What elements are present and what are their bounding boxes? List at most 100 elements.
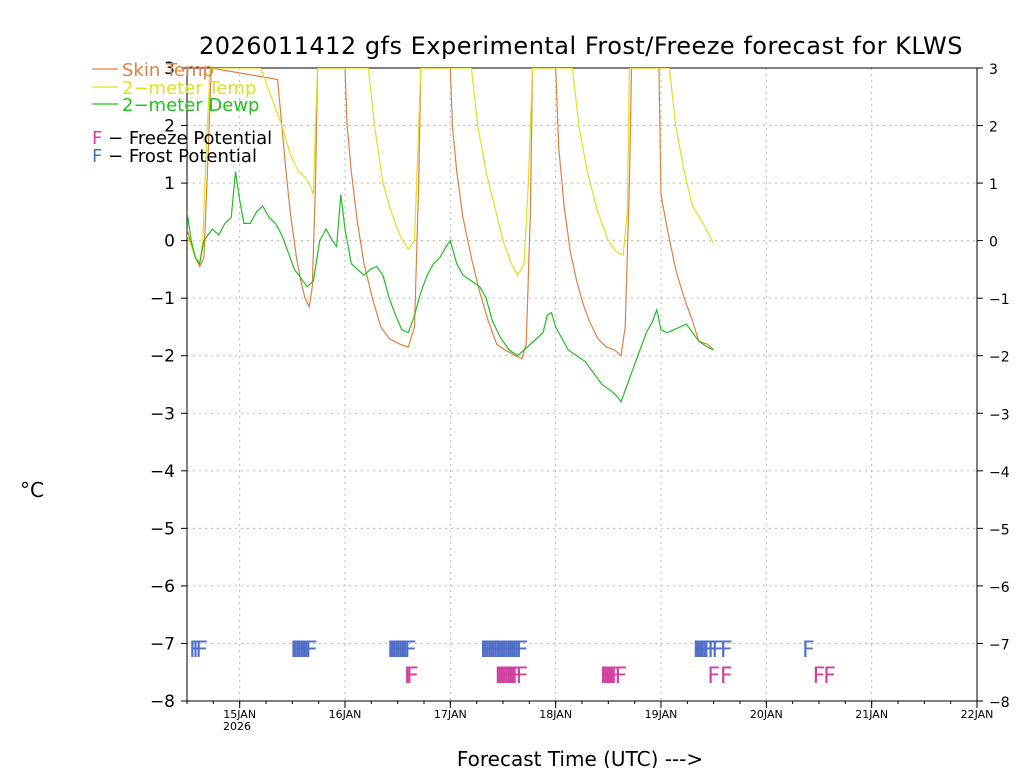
frost-flag: F bbox=[292, 638, 305, 663]
frost-flag: F bbox=[701, 638, 714, 663]
legend-2m-temp: 2−meter Temp bbox=[122, 78, 256, 99]
frost-flag: F bbox=[482, 638, 495, 663]
frost-flag: F bbox=[400, 638, 413, 663]
freeze-flag: F bbox=[503, 664, 516, 689]
y-tick-label-right: −4 bbox=[989, 465, 1010, 481]
y-tick-label: −6 bbox=[150, 577, 175, 597]
frost-flag: F bbox=[484, 638, 497, 663]
frost-flag: F bbox=[490, 638, 503, 663]
frost-flag: F bbox=[398, 638, 411, 663]
frost-flag: F bbox=[189, 638, 202, 663]
y-tick-label-right: 3 bbox=[989, 62, 998, 78]
y-tick-label: −2 bbox=[150, 347, 175, 367]
frost-flag: F bbox=[712, 638, 725, 663]
y-tick-labels-right: 3 2 1 0 −1 −2 −3 −4 −5 −6 −7 −8 bbox=[989, 62, 1010, 711]
y-tick-label: −3 bbox=[150, 404, 175, 424]
x-tick-label: 19JAN bbox=[645, 708, 678, 721]
frost-flag: F bbox=[486, 638, 499, 663]
frost-flag: F bbox=[697, 638, 710, 663]
frost-flag: F bbox=[699, 638, 712, 663]
y-tick-label: −4 bbox=[150, 462, 175, 482]
y-tick-label-right: −8 bbox=[989, 695, 1010, 711]
freeze-flag: F bbox=[707, 664, 720, 689]
frost-flag: F bbox=[404, 638, 417, 663]
x-tick-label: 17JAN bbox=[434, 708, 467, 721]
y-tick-label-right: −1 bbox=[989, 292, 1010, 308]
frost-flag: F bbox=[516, 638, 529, 663]
frost-flag: F bbox=[492, 638, 505, 663]
axis-ticks bbox=[181, 67, 983, 708]
freeze-flag: F bbox=[505, 664, 518, 689]
x-tick-label: 18JAN bbox=[539, 708, 572, 721]
frost-flag: F bbox=[707, 638, 720, 663]
frost-flag: F bbox=[495, 638, 508, 663]
freeze-flag: F bbox=[606, 664, 619, 689]
freeze-flag: F bbox=[404, 664, 417, 689]
y-tick-label: −7 bbox=[150, 634, 175, 654]
series-2m-dewp bbox=[187, 171, 714, 404]
frost-flag: F bbox=[501, 638, 514, 663]
freeze-flag: F bbox=[511, 664, 524, 689]
chart-title: 2026011412 gfs Experimental Frost/Freeze… bbox=[199, 32, 963, 60]
legend-skin-temp: Skin Temp bbox=[122, 60, 214, 81]
frost-flag: F bbox=[303, 638, 316, 663]
frost-flag: F bbox=[488, 638, 501, 663]
freeze-flag: F bbox=[608, 664, 621, 689]
frost-flag: F bbox=[802, 638, 815, 663]
legend-2m-dewp: 2−meter Dewp bbox=[122, 95, 259, 116]
frost-flag: F bbox=[391, 638, 404, 663]
frost-flag: F bbox=[301, 638, 314, 663]
series-lines bbox=[187, 68, 715, 404]
frost-flag: F bbox=[514, 638, 527, 663]
frost-flag: F bbox=[693, 638, 706, 663]
freeze-flag: F bbox=[507, 664, 520, 689]
year-label: 2026 bbox=[223, 720, 251, 733]
freeze-flag: F bbox=[602, 664, 615, 689]
freeze-flag: F bbox=[497, 664, 510, 689]
x-tick-label: 21JAN bbox=[855, 708, 888, 721]
y-axis-label: °C bbox=[20, 478, 44, 502]
frost-flag: F bbox=[192, 638, 205, 663]
y-tick-label: 2 bbox=[164, 117, 175, 137]
frost-flag: F bbox=[511, 638, 524, 663]
x-tick-labels: 15JAN 16JAN 17JAN 18JAN 19JAN 20JAN 21JAN 22JAN bbox=[223, 708, 993, 721]
legend-frost-potential: F − Frost Potential bbox=[92, 146, 257, 167]
y-tick-label-right: 2 bbox=[989, 120, 998, 136]
frost-flag: F bbox=[294, 638, 307, 663]
x-axis-label: Forecast Time (UTC) ---> bbox=[457, 747, 703, 768]
series-skin-temp bbox=[187, 68, 715, 360]
y-tick-label: −5 bbox=[150, 519, 175, 539]
frost-flag: F bbox=[195, 638, 208, 663]
series-2m-temp bbox=[187, 68, 715, 277]
frost-flag: F bbox=[290, 638, 303, 663]
y-tick-label-right: −5 bbox=[989, 522, 1010, 538]
frost-flag: F bbox=[695, 638, 708, 663]
frost-flag: F bbox=[507, 638, 520, 663]
legend: Skin Temp 2−meter Temp 2−meter Dewp F − … bbox=[92, 60, 272, 167]
frost-flag: F bbox=[297, 638, 310, 663]
y-tick-label-right: −7 bbox=[989, 637, 1010, 653]
frost-flag: F bbox=[703, 638, 716, 663]
y-tick-label: −1 bbox=[150, 289, 175, 309]
plot-frame bbox=[186, 67, 978, 702]
y-tick-labels-left: 3 2 1 0 −1 −2 −3 −4 −5 −6 −7 −8 bbox=[150, 59, 175, 712]
freeze-flag: F bbox=[495, 664, 508, 689]
frost-flag: F bbox=[396, 638, 409, 663]
freeze-flag: F bbox=[516, 664, 529, 689]
y-tick-label: 1 bbox=[164, 174, 175, 194]
frost-flag: F bbox=[499, 638, 512, 663]
x-tick-label: 22JAN bbox=[961, 708, 994, 721]
y-tick-label-right: −2 bbox=[989, 350, 1010, 366]
freeze-flag: F bbox=[615, 664, 628, 689]
x-tick-label: 15JAN bbox=[223, 708, 256, 721]
freeze-flag: F bbox=[813, 664, 826, 689]
frost-flag: F bbox=[720, 638, 733, 663]
y-tick-label-right: 0 bbox=[989, 235, 998, 251]
legend-freeze-potential: F − Freeze Potential bbox=[92, 128, 272, 149]
frost-flag: F bbox=[389, 638, 402, 663]
y-tick-label: −8 bbox=[150, 692, 175, 712]
y-tick-label-right: −6 bbox=[989, 580, 1010, 596]
freeze-flag: F bbox=[823, 664, 836, 689]
